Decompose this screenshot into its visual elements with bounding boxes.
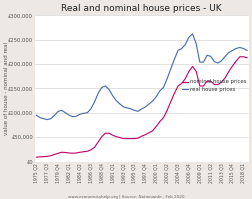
Legend: nominal house prices, real house prices: nominal house prices, real house prices: [181, 79, 245, 92]
real house prices: [46, 118, 49, 121]
real house prices: [60, 109, 63, 111]
real house prices: [244, 49, 247, 52]
nominal house prices: [56, 152, 59, 154]
nominal house prices: [67, 152, 70, 154]
nominal house prices: [237, 56, 240, 58]
Text: www.economicshelp.org | Source: Nationwide - Feb 2020: www.economicshelp.org | Source: Nationwi…: [68, 195, 184, 199]
Title: Real and nominal house prices - UK: Real and nominal house prices - UK: [61, 4, 221, 13]
nominal house prices: [35, 156, 38, 158]
nominal house prices: [89, 149, 92, 151]
real house prices: [42, 117, 45, 120]
real house prices: [194, 42, 197, 45]
nominal house prices: [244, 57, 247, 59]
real house prices: [190, 33, 193, 35]
real house prices: [35, 114, 38, 116]
real house prices: [71, 115, 74, 118]
Line: nominal house prices: nominal house prices: [36, 57, 246, 157]
nominal house prices: [187, 70, 190, 73]
Y-axis label: value of house - nominal and real: value of house - nominal and real: [4, 42, 9, 135]
Line: real house prices: real house prices: [36, 34, 246, 120]
nominal house prices: [143, 134, 146, 136]
real house prices: [92, 101, 96, 103]
real house prices: [147, 103, 150, 105]
nominal house prices: [42, 155, 45, 158]
